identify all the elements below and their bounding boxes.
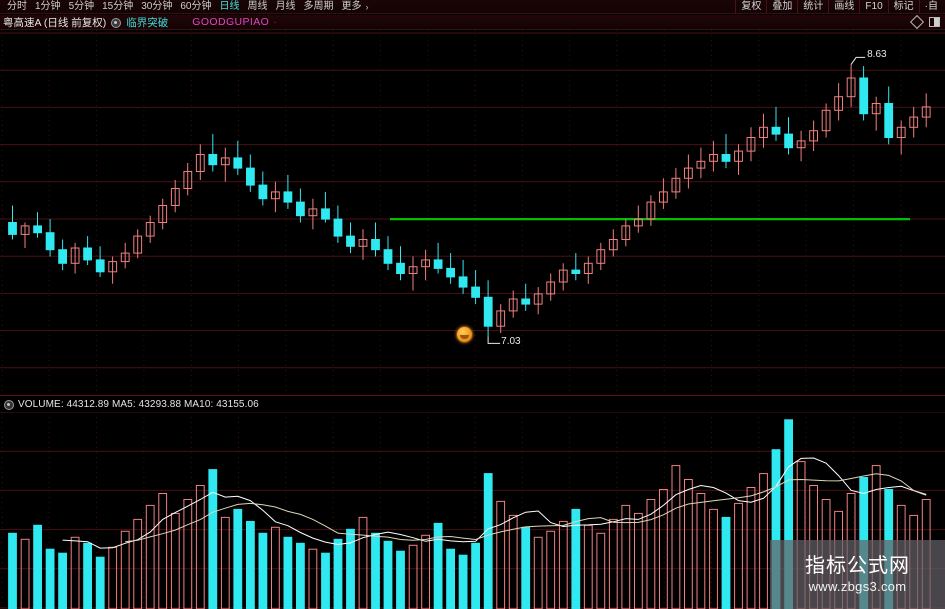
volume-indicator-icon[interactable] [4,400,14,410]
period-tab-1[interactable]: 1分钟 [35,1,61,12]
tool-button-0[interactable]: 复权 [735,0,766,13]
period-tab-4[interactable]: 30分钟 [141,1,173,12]
tool-button-4[interactable]: F10 [859,0,887,13]
period-toolbar: 分时 1分钟 5分钟 15分钟 30分钟 60分钟 日线 周线 月线 多周期 更多 › 复权 叠加 统计画… [0,0,945,14]
panel-layout-icon[interactable] [929,17,940,27]
volume-indicator-header: VOLUME: 44312.89 MA5: 43293.88 MA10: 431… [0,395,945,412]
tool-button-1[interactable]: 叠加 [766,0,797,13]
stock-name-label: 粤高速A (日线 前复权) [3,16,107,29]
high-price-label: 8.63 [867,49,887,61]
volume-values-label: VOLUME: 44312.89 MA5: 43293.88 MA10: 431… [18,398,259,410]
brand-suffix: · [273,16,277,28]
stock-info-bar: 粤高速A (日线 前复权) 临界突破 GOODGUPIAO · [0,14,945,30]
tool-button-6[interactable]: ·自 [918,0,943,13]
tool-buttons: 复权 叠加 统计 画线 F10 标记 ·自 [735,0,945,13]
price-chart-pane[interactable]: 8.63 7.03 财 [0,30,945,395]
period-tab-10[interactable]: 更多 [341,1,362,12]
tool-button-5[interactable]: 标记 [887,0,919,13]
volume-series [8,419,931,609]
period-tab-6[interactable]: 日线 [219,1,240,12]
period-tab-7[interactable]: 周线 [247,1,268,12]
diamond-icon[interactable] [909,14,925,30]
period-tab-9[interactable]: 多周期 [303,1,334,12]
period-tab-2[interactable]: 5分钟 [68,1,95,12]
watermark-title: 指标公式网 [805,555,910,577]
signal-marker-icon[interactable] [456,326,473,343]
period-tab-8[interactable]: 月线 [275,1,296,12]
more-chevron-icon[interactable]: › [365,1,369,12]
period-tabs: 分时 1分钟 5分钟 15分钟 30分钟 60分钟 日线 周线 月线 多周期 更多 › [0,0,373,13]
low-price-label: 7.03 [501,336,521,348]
site-watermark: 指标公式网 www.zbgs3.com [770,540,945,609]
period-tab-3[interactable]: 15分钟 [102,1,134,12]
watermark-url: www.zbgs3.com [808,579,907,594]
signal-label: 临界突破 [126,16,169,29]
info-bar-icons [909,14,945,30]
candlestick-series [8,56,931,344]
tool-button-2[interactable]: 统计 [797,0,828,13]
brand-label: GOODGUPIAO [192,16,270,28]
tool-button-3[interactable]: 画线 [828,0,859,13]
period-tab-0[interactable]: 分时 [7,1,27,12]
circle-indicator-icon[interactable] [111,18,122,28]
period-tab-5[interactable]: 60分钟 [180,1,212,12]
